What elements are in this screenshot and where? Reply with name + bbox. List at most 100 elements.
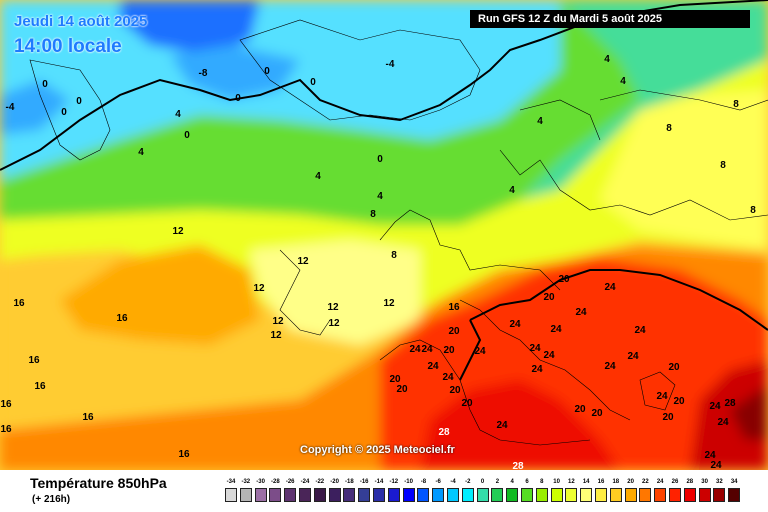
legend-item: -34 bbox=[225, 476, 237, 502]
isotherm-twenty bbox=[459, 269, 768, 381]
legend-item: 26 bbox=[669, 476, 681, 502]
legend-label: -4 bbox=[450, 479, 456, 485]
isotherm-label: 24 bbox=[717, 417, 729, 428]
isotherm-label: 24 bbox=[575, 307, 587, 318]
legend-swatch bbox=[639, 488, 652, 502]
isotherm-label: 24 bbox=[474, 346, 486, 357]
copyright-notice: Copyright © 2025 Meteociel.fr bbox=[300, 444, 455, 456]
isotherm-label: 24 bbox=[409, 344, 421, 355]
legend-item: 34 bbox=[728, 476, 741, 502]
legend-swatch bbox=[609, 488, 622, 502]
legend-swatch bbox=[254, 488, 267, 502]
legend-label: 14 bbox=[582, 479, 590, 485]
isotherm-label: 20 bbox=[443, 345, 455, 356]
isotherm-label: 24 bbox=[509, 319, 521, 330]
isotherm-label: 4 bbox=[377, 191, 383, 202]
isotherm-label: 20 bbox=[558, 274, 570, 285]
isotherm-label: 24 bbox=[656, 391, 668, 402]
isotherm-label: -8 bbox=[199, 68, 208, 79]
isotherm-label: 8 bbox=[391, 250, 397, 261]
legend-label: 34 bbox=[730, 479, 738, 485]
legend-label: -26 bbox=[285, 479, 295, 485]
isotherm-label: 24 bbox=[627, 351, 639, 362]
legend-item: -2 bbox=[461, 476, 474, 502]
isotherm-label: 16 bbox=[28, 355, 40, 366]
isotherm-label: 16 bbox=[448, 302, 460, 313]
isotherm-label: 20 bbox=[448, 326, 460, 337]
legend-item: -24 bbox=[299, 476, 311, 502]
isotherm-label: 20 bbox=[591, 408, 603, 419]
legend-label: 4 bbox=[510, 479, 514, 485]
legend-swatch bbox=[358, 488, 371, 502]
legend-swatch bbox=[580, 488, 593, 502]
isotherm-label: 12 bbox=[297, 256, 309, 267]
legend-item: 18 bbox=[609, 476, 622, 502]
legend-label: -2 bbox=[465, 479, 471, 485]
legend-swatch bbox=[373, 488, 385, 502]
variable-title: Température 850hPa bbox=[30, 475, 167, 491]
legend-label: 32 bbox=[716, 479, 723, 485]
isotherm-label: 24 bbox=[442, 372, 454, 383]
forecast-date: Jeudi 14 août 2025 bbox=[14, 13, 148, 30]
isotherm-label: 24 bbox=[543, 350, 555, 361]
legend-swatch bbox=[535, 488, 548, 502]
isotherm-label: 8 bbox=[666, 123, 672, 134]
legend-swatch bbox=[698, 488, 711, 502]
legend-item: -26 bbox=[284, 476, 297, 502]
legend-label: -14 bbox=[374, 479, 384, 485]
isotherm-label: 12 bbox=[253, 283, 265, 294]
isotherm-label: 16 bbox=[0, 399, 12, 410]
isotherm-label: 24 bbox=[604, 282, 616, 293]
legend-swatch bbox=[313, 488, 326, 502]
legend-item: 0 bbox=[476, 476, 489, 502]
legend-swatch bbox=[491, 488, 504, 502]
legend-item: -30 bbox=[254, 476, 267, 502]
legend-label: 18 bbox=[612, 479, 620, 485]
isotherm-label: 28 bbox=[724, 398, 736, 409]
isotherm-label: 24 bbox=[421, 344, 433, 355]
legend-swatch bbox=[683, 488, 696, 502]
legend-label: -34 bbox=[226, 479, 236, 485]
isotherm-label: 12 bbox=[272, 316, 284, 327]
legend-label: 28 bbox=[686, 479, 694, 485]
legend-label: 16 bbox=[597, 479, 605, 485]
isotherm-label: 20 bbox=[668, 362, 680, 373]
legend-swatch bbox=[387, 488, 400, 502]
isotherm-label: 16 bbox=[34, 381, 46, 392]
legend-item: -12 bbox=[387, 476, 400, 502]
legend-item: -16 bbox=[358, 476, 371, 502]
legend-item: -4 bbox=[447, 476, 459, 502]
legend-label: 24 bbox=[656, 479, 664, 485]
isotherm-label: 12 bbox=[328, 318, 340, 329]
isotherm-label: 24 bbox=[531, 364, 543, 375]
legend-label: -30 bbox=[256, 479, 265, 485]
legend-item: 10 bbox=[550, 476, 563, 502]
isotherm-label: 20 bbox=[673, 396, 685, 407]
temperature-map[interactable]: -8 -4 -4 0 0 0 0 0 0 0 0 4 4 4 4 4 4 4 4 8 8 8 8 8 8 12 12 12 12 12 12… bbox=[0, 0, 768, 470]
legend-swatch bbox=[239, 488, 252, 502]
legend-label: 20 bbox=[627, 479, 634, 485]
legend-item: -20 bbox=[328, 476, 341, 502]
legend-label: -6 bbox=[435, 479, 441, 485]
legend-swatch bbox=[624, 488, 637, 502]
isotherm-label: 0 bbox=[264, 66, 270, 77]
isotherm-label: 24 bbox=[604, 361, 616, 372]
isotherm-label: 24 bbox=[634, 325, 646, 336]
isotherm-label: 0 bbox=[61, 107, 67, 118]
isotherm-label: 28 bbox=[512, 461, 524, 470]
isotherm-label: 16 bbox=[178, 449, 190, 460]
isotherm-label: 20 bbox=[461, 398, 473, 409]
legend-swatch bbox=[417, 488, 430, 502]
legend-swatch bbox=[461, 488, 474, 502]
legend-label: 10 bbox=[553, 479, 560, 485]
legend-swatch bbox=[521, 488, 533, 502]
legend-item: 14 bbox=[580, 476, 593, 502]
isotherm-label: 12 bbox=[383, 298, 395, 309]
legend-swatch bbox=[565, 488, 578, 502]
isotherm-label: 24 bbox=[709, 401, 721, 412]
legend-swatch bbox=[402, 488, 415, 502]
legend-swatch bbox=[595, 488, 607, 502]
isotherm-label: 0 bbox=[76, 96, 82, 107]
legend-item: 8 bbox=[535, 476, 548, 502]
